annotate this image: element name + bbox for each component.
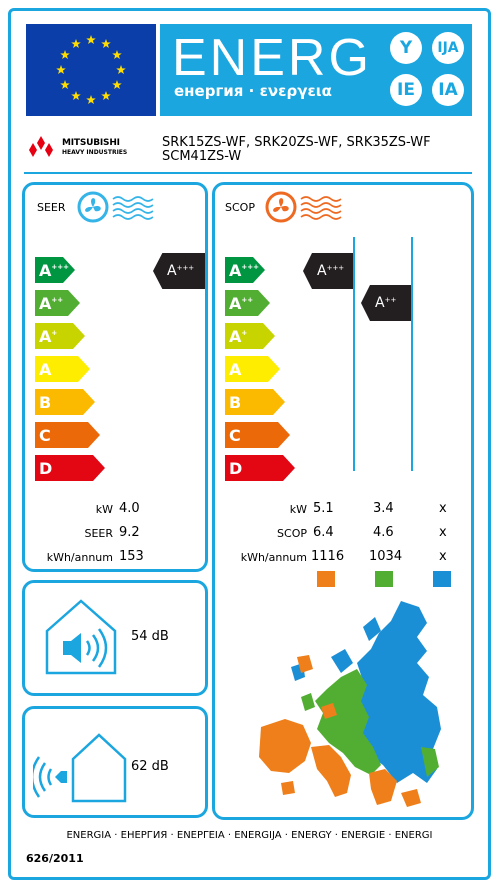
eu-star-icon xyxy=(101,39,111,49)
indoor-noise-house-icon xyxy=(45,599,117,675)
heating-rating-arrow-average: A +++ xyxy=(303,253,353,289)
energy-title: ENERG xyxy=(172,29,372,87)
indoor-noise-panel: 54 dB xyxy=(22,580,208,696)
heat-scop-warmer: 4.6 xyxy=(373,525,394,540)
eu-star-icon xyxy=(60,80,70,90)
mitsubishi-diamonds-icon xyxy=(29,136,53,157)
outdoor-noise-value: 62 dB xyxy=(131,759,169,774)
eu-star-icon xyxy=(71,39,81,49)
lang-suffix-ie: IE xyxy=(390,74,422,106)
heat-kw-warmer: 3.4 xyxy=(373,501,394,516)
outdoor-noise-panel: 62 dB xyxy=(22,706,208,818)
lang-suffix-ija: IJA xyxy=(432,32,464,64)
cooling-scale-arrow-4: B xyxy=(35,389,95,415)
climate-zone-warmer-swatch xyxy=(375,571,393,587)
eu-star-icon xyxy=(112,80,122,90)
heat-kw-average: 5.1 xyxy=(313,501,334,516)
cooling-panel: SEER A +++ A ++ A + A B C D A +++ kW 4.0 SEER 9.2 … xyxy=(22,182,208,572)
cooling-fan-icon xyxy=(77,191,154,223)
brand-subname: HEAVY INDUSTRIES xyxy=(62,149,128,156)
eu-flag-icon xyxy=(26,24,156,116)
cool-annum-label: kWh/annum xyxy=(46,551,113,564)
heating-scale-arrow-6: D xyxy=(225,455,295,481)
heating-scale-arrow-4: B xyxy=(225,389,285,415)
cooling-scale-arrow-0: A +++ xyxy=(35,257,75,283)
header-divider xyxy=(24,172,472,174)
heat-annum-colder: x xyxy=(439,549,447,564)
cooling-scale-arrow-3: A xyxy=(35,356,90,382)
cool-seer-value: 9.2 xyxy=(119,525,140,540)
cooling-rating-arrow: A +++ xyxy=(153,253,205,289)
cooling-scale-arrow-5: C xyxy=(35,422,100,448)
eu-star-icon xyxy=(86,95,96,105)
lang-suffix-ia: IA xyxy=(432,74,464,106)
footer-languages: ENERGIA · ЕНЕРГИЯ · ΕΝΕΡΓΕΙΑ · ENERGIJA … xyxy=(66,830,433,841)
regulation-number: 626/2011 xyxy=(26,852,84,865)
eu-star-icon xyxy=(71,90,81,101)
indoor-noise-value: 54 dB xyxy=(131,629,169,644)
heating-column-divider-2 xyxy=(411,237,413,471)
eu-star-icon xyxy=(60,50,70,60)
eu-star-icon xyxy=(112,50,122,60)
heating-scale-arrow-3: A xyxy=(225,356,280,382)
model-line-2: SCM41ZS-W xyxy=(162,149,242,164)
heat-annum-warmer: 1034 xyxy=(369,549,403,564)
model-list: SRK15ZS-WF, SRK20ZS-WF, SRK35ZS-WF SCM41… xyxy=(162,136,431,164)
climate-zone-average-swatch xyxy=(317,571,335,587)
heat-annum-average: 1116 xyxy=(311,549,345,564)
cooling-scale-arrow-2: A + xyxy=(35,323,85,349)
heat-annum-label: kWh/annum xyxy=(240,551,307,564)
heating-panel: SCOP A +++ A ++ A + A B C D A +++ A ++ kW 5.1 3.4 x… xyxy=(212,182,474,820)
heating-column-divider-1 xyxy=(353,237,355,471)
heating-scale-arrow-1: A ++ xyxy=(225,290,270,316)
cool-seer-label: SEER xyxy=(84,527,113,540)
heat-kw-label: kW xyxy=(289,503,307,516)
heat-scop-colder: x xyxy=(439,525,447,540)
cool-kw-label: kW xyxy=(95,503,113,516)
brand-name: MITSUBISHI xyxy=(62,138,120,148)
energy-title-box: ENERG енергия · ενεργεια Y IJA IE IA xyxy=(160,24,472,116)
model-line-1: SRK15ZS-WF, SRK20ZS-WF, SRK35ZS-WF xyxy=(162,135,431,150)
scop-label: SCOP xyxy=(225,201,255,214)
eu-star-icon xyxy=(116,65,126,75)
eu-star-icon xyxy=(101,90,111,101)
cooling-scale-arrow-1: A ++ xyxy=(35,290,80,316)
climate-zone-colder-swatch xyxy=(433,571,451,587)
eu-star-icon xyxy=(86,35,96,45)
outdoor-noise-house-icon xyxy=(33,733,127,803)
energy-subtitle: енергия · ενεργεια xyxy=(174,82,332,100)
heating-scale-arrow-0: A +++ xyxy=(225,257,265,283)
heating-rating-arrow-warmer: A ++ xyxy=(361,285,411,321)
heat-scop-label: SCOP xyxy=(277,527,307,540)
cool-kw-value: 4.0 xyxy=(119,501,140,516)
cool-annum-value: 153 xyxy=(119,549,144,564)
europe-climate-map xyxy=(259,601,441,807)
heating-scale-arrow-5: C xyxy=(225,422,290,448)
heat-scop-average: 6.4 xyxy=(313,525,334,540)
brand-logo: MITSUBISHI HEAVY INDUSTRIES xyxy=(24,136,154,166)
heating-scale-arrow-2: A + xyxy=(225,323,275,349)
lang-suffix-y: Y xyxy=(390,32,422,64)
heat-kw-colder: x xyxy=(439,501,447,516)
cooling-scale-arrow-6: D xyxy=(35,455,105,481)
energy-label-header: ENERG енергия · ενεργεια Y IJA IE IA xyxy=(26,24,472,116)
seer-label: SEER xyxy=(37,201,66,214)
eu-star-icon xyxy=(56,65,66,75)
label-frame xyxy=(8,8,491,880)
heating-fan-icon xyxy=(265,191,342,223)
